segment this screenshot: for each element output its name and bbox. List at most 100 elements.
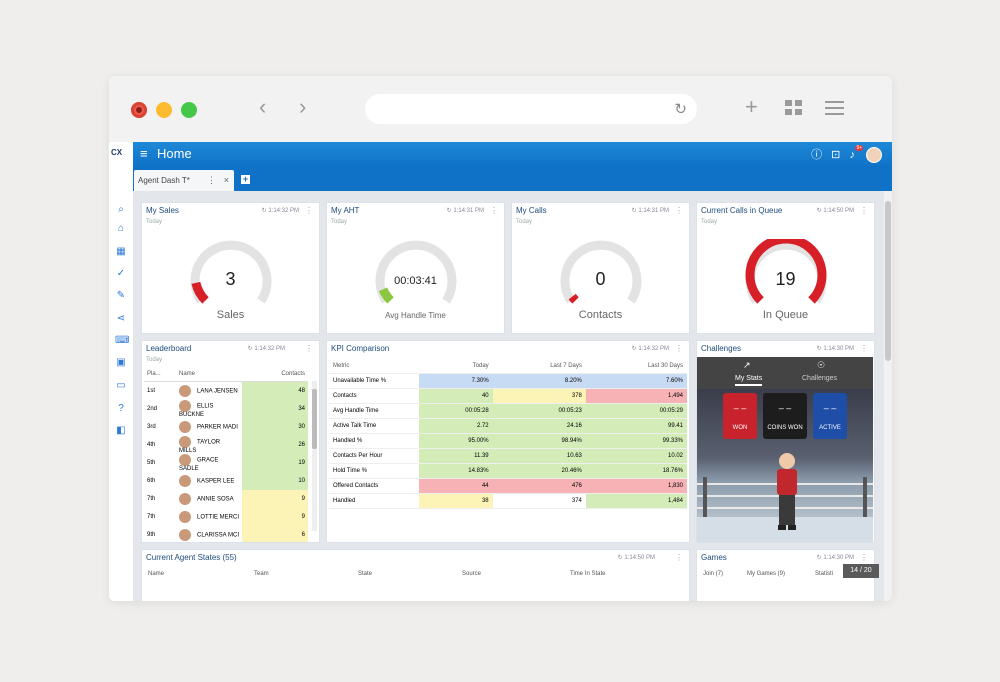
app-logo: CX	[111, 148, 123, 157]
gauge-fill	[745, 239, 827, 304]
dashboard-icon[interactable]: ▦	[116, 246, 126, 257]
app-header: ≡ Home ⓘ ⊡ ♪ 9+	[133, 142, 892, 167]
column-header[interactable]: State	[358, 571, 373, 577]
kebab-icon[interactable]: ⋮	[860, 553, 868, 562]
left-nav	[109, 142, 133, 601]
active-scoreboard: – – ACTIVE	[813, 393, 847, 439]
kebab-icon[interactable]: ⋮	[305, 206, 313, 215]
back-icon[interactable]: ‹	[259, 94, 267, 119]
maximize-window-button[interactable]	[181, 102, 197, 118]
column-header[interactable]: Today	[419, 359, 493, 374]
close-window-button[interactable]	[131, 102, 147, 118]
table-row[interactable]: Hold Time % 14.83% 20.46% 18.76%	[329, 463, 687, 479]
my-sales-card: My Sales Today ↻ 1:14:32 PM ⋮ 3 Sales	[141, 202, 320, 334]
table-row[interactable]: 6th KASPER LEE 10	[144, 472, 308, 490]
table-row[interactable]: Unavailable Time % 7.30% 8.20% 7.60%	[329, 373, 687, 389]
tab-statistics[interactable]: Statisti	[815, 571, 834, 577]
tab-agent-dash[interactable]: Agent Dash T* ⋮ ×	[134, 170, 234, 191]
column-header[interactable]: Pla...	[144, 367, 176, 382]
table-row[interactable]: 4th TAYLOR MILLS 26	[144, 436, 308, 454]
search-icon[interactable]: ⌕	[118, 204, 124, 215]
calendar-icon[interactable]: ▣	[116, 357, 126, 368]
share-icon[interactable]: ⋖	[116, 313, 126, 324]
last-7-days-cell: 24.16	[492, 418, 586, 434]
cart-icon[interactable]: ⊡	[831, 149, 841, 161]
table-row[interactable]: Active Talk Time 2.72 24.16 99.41	[329, 418, 687, 434]
scrollbar[interactable]	[312, 381, 317, 531]
minimize-window-button[interactable]	[156, 102, 172, 118]
kebab-icon[interactable]: ⋮	[305, 344, 313, 353]
kebab-icon[interactable]: ⋮	[207, 175, 216, 185]
new-tab-icon[interactable]: +	[745, 94, 758, 119]
column-header[interactable]: Metric	[329, 359, 419, 374]
column-header[interactable]: Team	[254, 571, 269, 577]
page-scrollbar[interactable]	[884, 191, 892, 601]
kebab-icon[interactable]: ⋮	[860, 344, 868, 353]
help-icon[interactable]: ⓘ	[811, 149, 823, 161]
table-row[interactable]: 3rd PARKER MADI 30	[144, 418, 308, 436]
avatar[interactable]	[866, 147, 882, 164]
kebab-icon[interactable]: ⋮	[675, 344, 683, 353]
place-cell: 7th	[147, 496, 156, 502]
monitor-icon[interactable]: ▭	[116, 380, 126, 391]
column-header[interactable]: Last 7 Days	[492, 359, 586, 374]
table-row[interactable]: Offered Contacts 44 476 1,830	[329, 478, 687, 494]
table-row[interactable]: 9th CLARISSA MCI 6	[144, 526, 308, 542]
table-row[interactable]: Contacts Per Hour 11.39 10.63 10.02	[329, 448, 687, 464]
column-header[interactable]: Name	[148, 571, 165, 577]
kebab-icon[interactable]: ⋮	[860, 206, 868, 215]
agent-states-card: Current Agent States (55) ↻ 1:14:50 PM ⋮…	[141, 549, 690, 601]
place-cell: 5th	[147, 460, 156, 466]
home-icon[interactable]: ⌂	[117, 223, 125, 234]
tab-my-stats[interactable]: My Stats	[735, 375, 763, 386]
table-row[interactable]: 2nd ELLIS BUCKNE 34	[144, 400, 308, 418]
challenges-icon: ☉	[817, 360, 826, 370]
check-icon[interactable]: ✓	[116, 268, 126, 279]
card-subtitle: Today	[146, 357, 163, 363]
column-header[interactable]: Contacts	[242, 367, 308, 382]
table-row[interactable]: Avg Handle Time 00:05:28 00:05:23 00:05:29	[329, 403, 687, 419]
column-header[interactable]: Time In State	[570, 571, 606, 577]
column-header[interactable]: Name	[176, 367, 242, 382]
last-7-days-cell: 374	[492, 493, 586, 509]
challenges-tabs: ↗ My Stats ☉ Challenges	[697, 357, 873, 389]
calls-gauge	[560, 240, 642, 304]
table-row[interactable]: Handled 38 374 1,484	[329, 493, 687, 509]
table-row[interactable]: Contacts 40 378 1,494	[329, 388, 687, 404]
panel-icon[interactable]: ◧	[116, 425, 126, 436]
tab-my-games[interactable]: My Games (9)	[747, 571, 786, 577]
menu-icon[interactable]	[825, 100, 844, 121]
column-header[interactable]: Source	[462, 571, 482, 577]
close-icon[interactable]: ×	[223, 175, 229, 185]
tab-challenges[interactable]: Challenges	[802, 375, 838, 382]
table-row[interactable]: 7th ANNIE SOSA 9	[144, 490, 308, 508]
grid-icon[interactable]	[785, 100, 803, 121]
table-row[interactable]: 5th GRACE SADLE 19	[144, 454, 308, 472]
add-tab-button[interactable]: +	[241, 174, 250, 184]
column-header[interactable]: Last 30 Days	[585, 359, 687, 374]
card-title: KPI Comparison	[331, 344, 390, 353]
hamburger-icon[interactable]: ≡	[140, 146, 148, 161]
last-7-days-cell: 00:05:23	[492, 403, 586, 419]
avatar	[179, 475, 191, 487]
card-subtitle: Today	[146, 219, 163, 225]
last-30-days-cell: 99.33%	[585, 433, 687, 449]
table-row[interactable]: Handled % 95.00% 98.94% 99.33%	[329, 433, 687, 449]
address-bar[interactable]: ↻	[365, 94, 697, 124]
gauge-label: Sales	[216, 309, 245, 321]
metric-cell: Handled %	[329, 433, 419, 449]
forward-icon[interactable]: ›	[299, 94, 307, 119]
gamepad-icon[interactable]: ⌨	[115, 335, 130, 346]
kebab-icon[interactable]: ⋮	[675, 206, 683, 215]
kebab-icon[interactable]: ⋮	[490, 206, 498, 215]
tab-join[interactable]: Join (7)	[703, 571, 724, 577]
today-cell: 14.83%	[419, 463, 493, 479]
bell-icon[interactable]: ♪ 9+	[849, 145, 864, 161]
help-icon[interactable]: ?	[118, 403, 124, 414]
last-30-days-cell: 00:05:29	[585, 403, 687, 419]
kebab-icon[interactable]: ⋮	[675, 553, 683, 562]
reload-icon[interactable]: ↻	[674, 101, 687, 118]
table-row[interactable]: 7th LOTTIE MERCI 9	[144, 508, 308, 526]
table-row[interactable]: 1st LANA JENSEN 48	[144, 381, 308, 400]
tools-icon[interactable]: ✎	[116, 290, 126, 301]
